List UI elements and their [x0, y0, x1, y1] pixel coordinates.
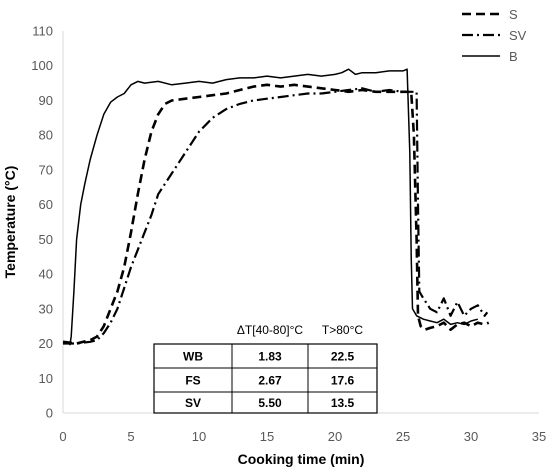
- legend-label-b: B: [509, 49, 518, 64]
- y-tick-label: 40: [39, 267, 53, 282]
- y-tick-label: 0: [46, 406, 53, 421]
- x-tick-label: 30: [464, 429, 478, 444]
- y-tick-label: 100: [31, 58, 53, 73]
- table-cell: SV: [185, 396, 201, 410]
- y-tick-label: 70: [39, 162, 53, 177]
- tick-labels: 0 5 10 15 20 25 30 35 0 10 20 30 40 50 60 70 80 90 100 110: [31, 24, 546, 445]
- table-header: ΔT[40-80]°C: [237, 323, 304, 337]
- x-tick-label: 15: [260, 429, 274, 444]
- data-table: ΔT[40-80]°C T>80°C WB 1.83 22.5 FS 2.67 17.6 SV 5…: [153, 323, 378, 414]
- y-tick-label: 30: [39, 301, 53, 316]
- x-axis-title: Cooking time (min): [238, 451, 365, 467]
- y-tick-label: 20: [39, 336, 53, 351]
- series-line-sv: [63, 87, 489, 345]
- table-cell: WB: [183, 350, 203, 364]
- series-lines: [62, 68, 490, 346]
- x-tick-label: 5: [127, 429, 134, 444]
- legend: S SV B: [462, 7, 527, 64]
- y-tick-label: 110: [32, 24, 53, 39]
- table-frame: [153, 343, 378, 414]
- x-tick-label: 35: [532, 429, 546, 444]
- legend-label-s: S: [509, 7, 518, 22]
- table-cell: 5.50: [258, 396, 282, 410]
- y-tick-label: 60: [39, 197, 53, 212]
- x-tick-label: 10: [192, 429, 206, 444]
- table-header: T>80°C: [322, 323, 363, 337]
- y-axis-title: Temperature (°C): [2, 166, 18, 279]
- series-line-b: [69, 68, 478, 346]
- table-cell: 1.83: [258, 350, 282, 364]
- x-tick-label: 20: [328, 429, 342, 444]
- table-cell: 2.67: [258, 374, 282, 388]
- table-cell: 17.6: [331, 374, 355, 388]
- table-cell: 22.5: [331, 350, 355, 364]
- legend-label-sv: SV: [509, 28, 527, 43]
- x-tick-label: 25: [396, 429, 410, 444]
- table-cell: FS: [185, 374, 200, 388]
- table-cell: 13.5: [331, 396, 355, 410]
- y-tick-label: 80: [39, 128, 53, 143]
- y-tick-label: 90: [39, 93, 53, 108]
- y-tick-label: 10: [39, 371, 53, 386]
- y-tick-label: 50: [39, 232, 53, 247]
- x-tick-label: 0: [59, 429, 66, 444]
- series-line-s: [62, 83, 490, 345]
